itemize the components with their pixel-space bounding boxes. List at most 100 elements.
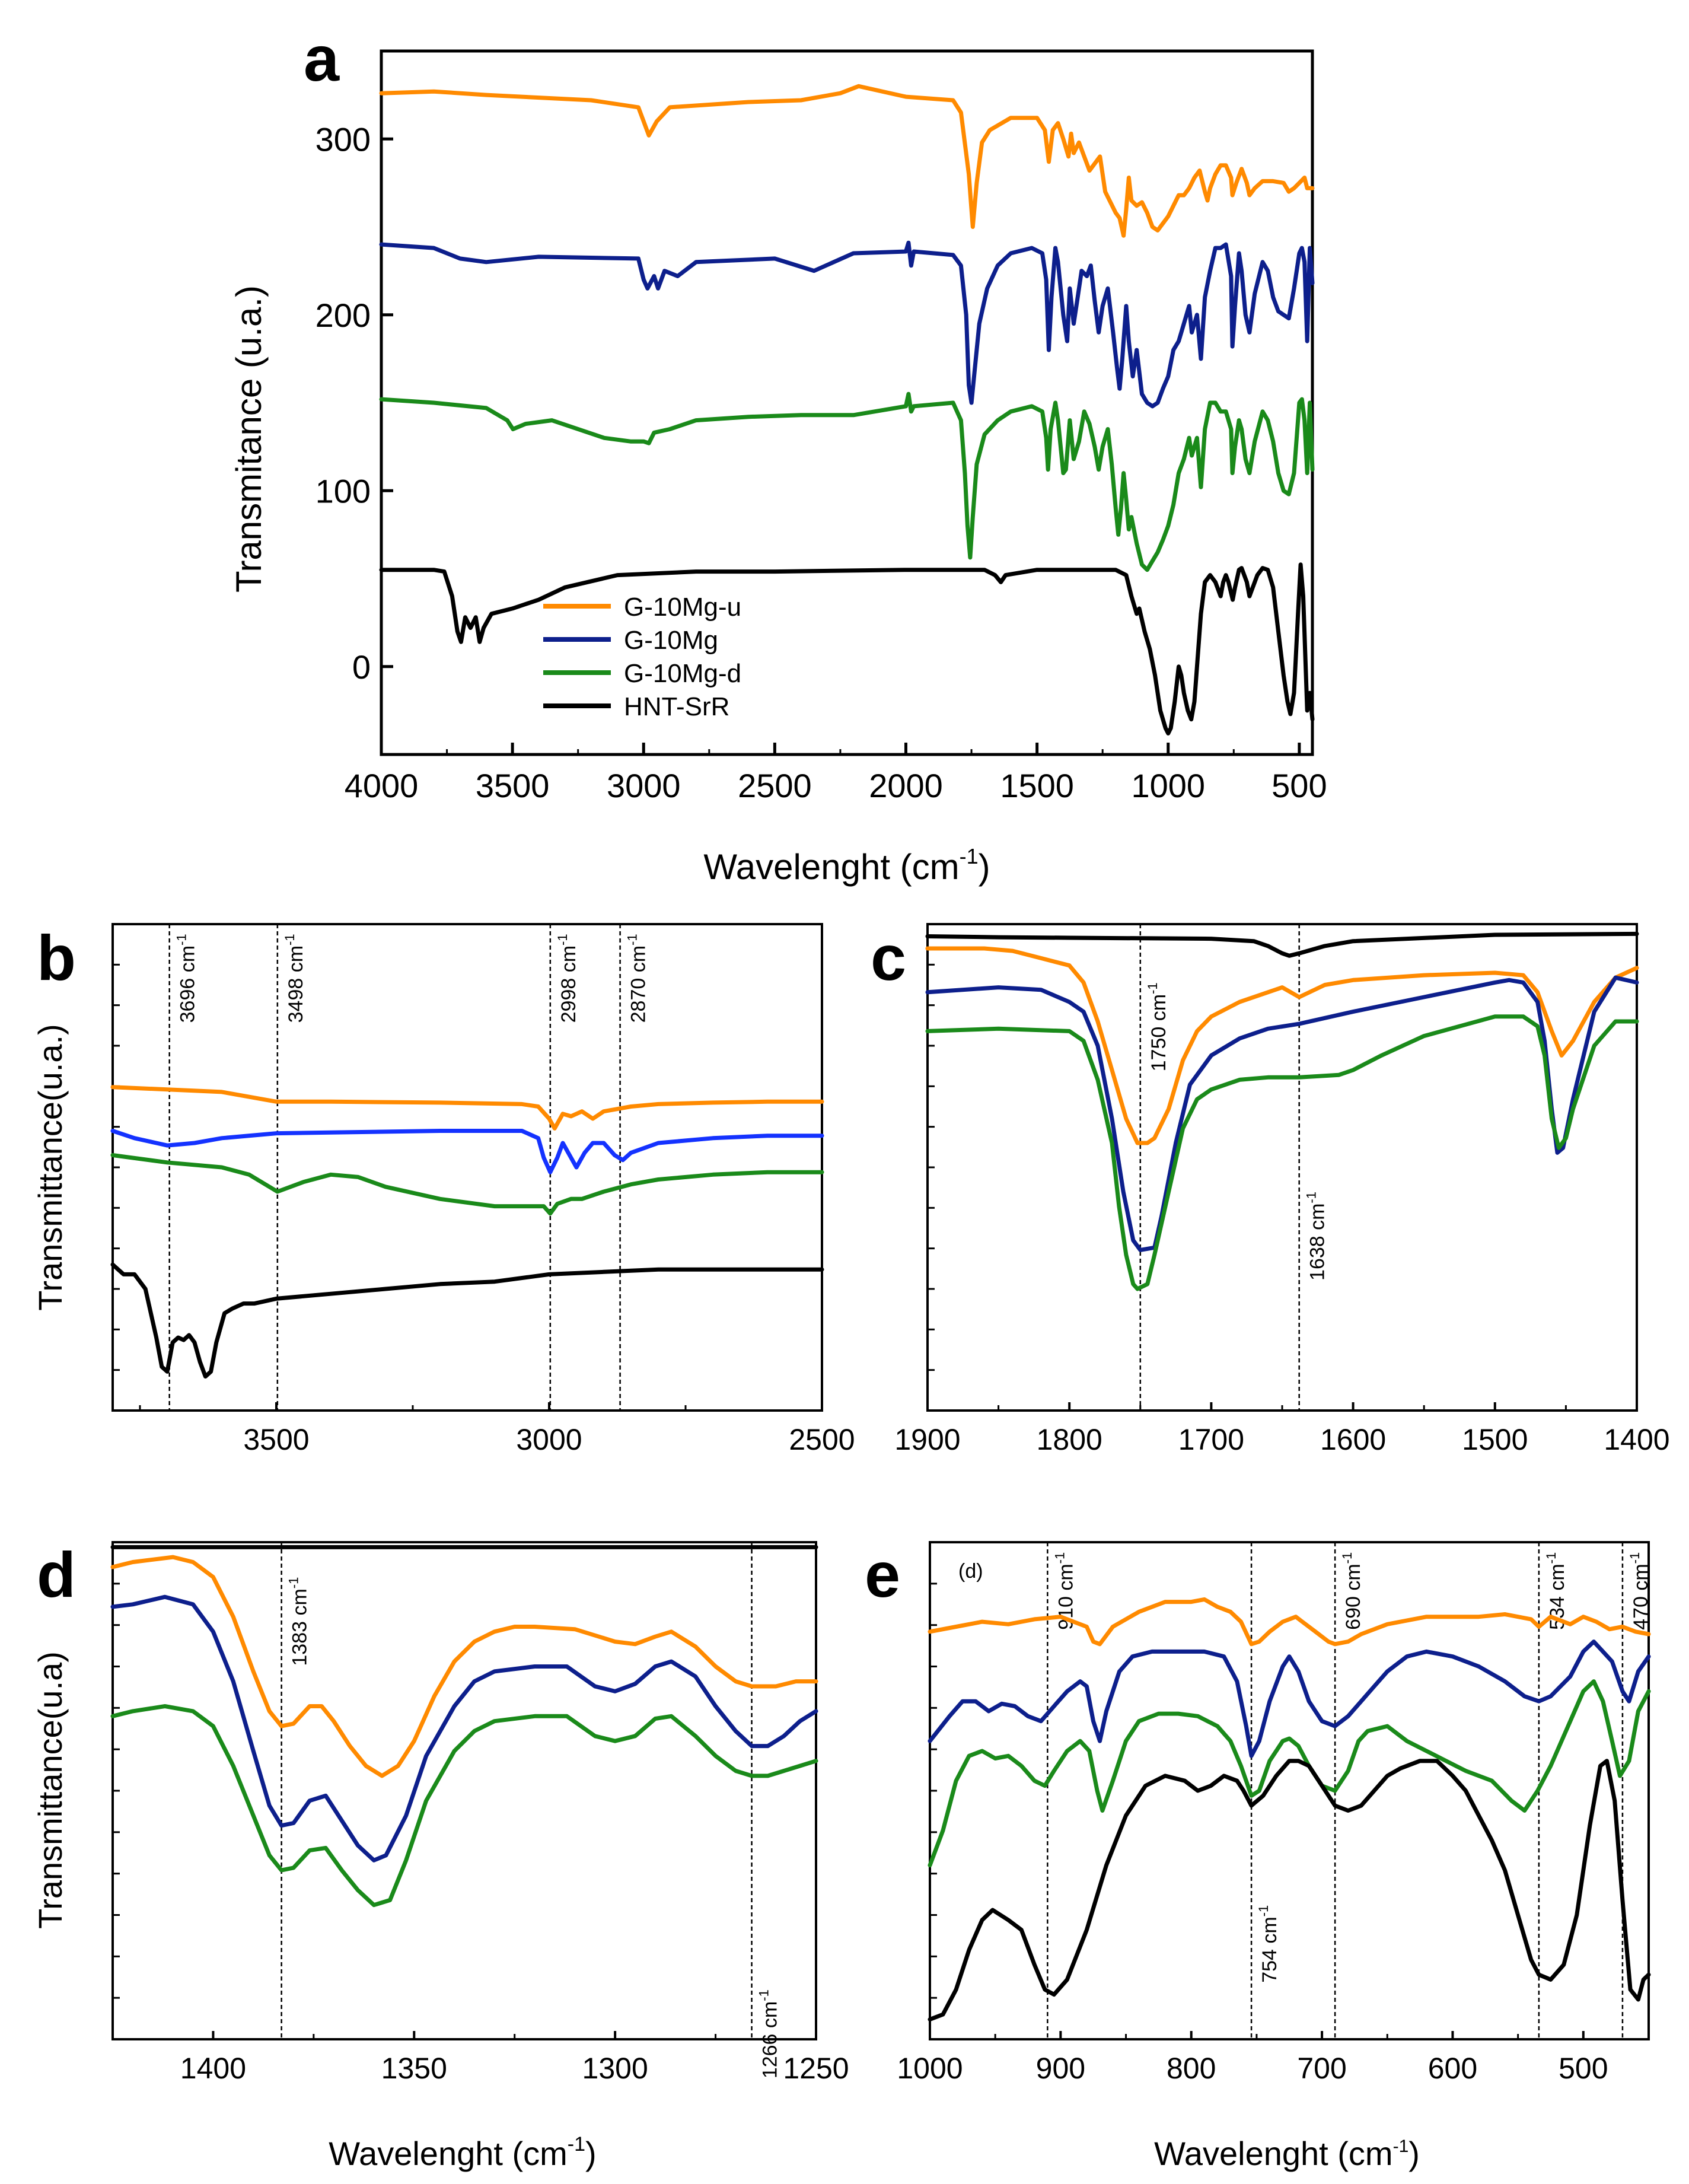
x-tick-label: 1500 <box>1462 1423 1528 1456</box>
x-tick-label: 2000 <box>869 767 943 804</box>
series-line-orange <box>110 1085 824 1131</box>
panel-b-letter: b <box>37 922 76 994</box>
panel-d-reference-lines: 1383 cm-1 1266 cm-1 <box>281 1542 782 2078</box>
x-tick-label: 1300 <box>582 2052 648 2085</box>
reference-line-label: 3498 cm-1 <box>282 934 307 1023</box>
series-line-black <box>925 931 1639 958</box>
panel-e-letter: e <box>865 1539 900 1610</box>
series-line-orange <box>928 1597 1651 1647</box>
x-tick-label: 1000 <box>897 2052 963 2085</box>
panel-d-xlabel: Wavelenght (cm-1) <box>329 2133 596 2172</box>
panel-c-series <box>925 931 1639 1291</box>
reference-line-label: 1266 cm-1 <box>757 1989 782 2078</box>
x-tick-label: 1900 <box>894 1423 960 1456</box>
reference-line-label: 1750 cm-1 <box>1145 982 1170 1071</box>
y-tick-label: 300 <box>316 120 371 158</box>
x-tick-label: 3500 <box>243 1423 309 1456</box>
reference-line-label: 2998 cm-1 <box>555 934 580 1023</box>
series-line-orange <box>925 946 1639 1145</box>
legend-entry: HNT-SrR <box>624 692 729 721</box>
series-line-black <box>379 562 1315 736</box>
series-line-black <box>110 1262 824 1379</box>
x-tick-label: 1000 <box>1131 767 1205 804</box>
reference-line-label: 1383 cm-1 <box>286 1577 311 1666</box>
panel-d-ticks: 1400 1350 1300 1250 <box>111 1583 849 2085</box>
panel-b-ylabel: Transmittance(u.a.) <box>31 1024 69 1310</box>
panel-b-series <box>110 1085 824 1379</box>
x-tick-label: 1400 <box>180 2052 246 2085</box>
panel-c-letter: c <box>871 922 906 994</box>
series-line-green <box>925 1014 1639 1291</box>
x-tick-label: 3000 <box>516 1423 582 1456</box>
series-line-green <box>110 1153 824 1216</box>
x-tick-label: 1600 <box>1320 1423 1386 1456</box>
panel-a-frame <box>380 49 1314 756</box>
reference-line-label: 690 cm-1 <box>1340 1552 1365 1630</box>
y-tick-label: 200 <box>316 297 371 334</box>
panel-e-series <box>928 1597 1651 2021</box>
legend-entry: G-10Mg-d <box>624 659 741 688</box>
x-tick-label: 800 <box>1167 2052 1216 2085</box>
panel-c-frame <box>926 923 1638 1412</box>
x-tick-label: 600 <box>1428 2052 1477 2085</box>
x-tick-label: 500 <box>1559 2052 1608 2085</box>
x-tick-label: 1400 <box>1604 1423 1669 1456</box>
x-tick-label: 3500 <box>476 767 550 804</box>
panel-d-ylabel: Transmittance(u.a) <box>31 1651 69 1929</box>
series-line-blue <box>110 1129 824 1174</box>
x-tick-label: 2500 <box>738 767 812 804</box>
panel-c-ticks: 1900 1800 1700 1600 1500 1400 <box>894 963 1670 1456</box>
x-tick-label: 1500 <box>1000 767 1074 804</box>
x-tick-label: 1250 <box>783 2052 849 2085</box>
panel-d-letter: d <box>37 1539 76 1610</box>
panel-e-xlabel: Wavelenght (cm-1) <box>1154 2135 1420 2172</box>
x-tick-label: 1800 <box>1037 1423 1102 1456</box>
series-line-navy <box>928 1639 1651 1758</box>
panel-a-letter: a <box>304 23 340 94</box>
x-tick-label: 700 <box>1297 2052 1346 2085</box>
reference-line-label: 470 cm-1 <box>1627 1552 1652 1630</box>
panel-b: b Transmittance(u.a.) 3500 3000 2500 3696 … <box>31 922 855 1456</box>
x-tick-label: 4000 <box>345 767 419 804</box>
series-line-navy <box>925 975 1639 1252</box>
legend-entry: G-10Mg <box>624 626 718 655</box>
y-tick-label: 100 <box>316 472 371 510</box>
series-line-navy <box>110 1594 818 1863</box>
panel-d: d Transmittance(u.a) Wavelenght (cm-1) 1… <box>31 1539 849 2172</box>
panel-c: c 1900 1800 1700 1600 1500 1400 1750 cm-1 1638… <box>871 922 1670 1456</box>
reference-line-label: 754 cm-1 <box>1256 1905 1281 1983</box>
x-tick-label: 1700 <box>1178 1423 1244 1456</box>
panel-c-reference-lines: 1750 cm-1 1638 cm-1 <box>1139 924 1329 1411</box>
x-tick-label: 500 <box>1271 767 1327 804</box>
panel-a-series <box>379 84 1315 736</box>
panel-a-ylabel: Transmitance (u.a.) <box>229 285 269 593</box>
panel-a-legend: G-10Mg-u G-10Mg G-10Mg-d HNT-SrR <box>543 593 741 721</box>
panel-a: a Transmitance (u.a.) Wavelenght (cm-1) … <box>229 23 1327 887</box>
x-tick-label: 2500 <box>789 1423 855 1456</box>
series-line-green <box>379 391 1315 572</box>
panel-d-series <box>110 1545 818 1908</box>
panel-e: e (d) Wavelenght (cm-1) 1000 900 800 700 600… <box>865 1539 1652 2172</box>
x-tick-label: 3000 <box>607 767 681 804</box>
series-line-navy <box>379 240 1315 409</box>
series-line-black <box>928 1759 1651 2021</box>
panel-e-frame <box>929 1541 1650 2040</box>
series-line-orange <box>379 84 1315 238</box>
y-tick-label: 0 <box>352 648 371 686</box>
series-line-orange <box>110 1555 818 1778</box>
x-tick-label: 900 <box>1036 2052 1085 2085</box>
panel-a-ticks: 4000 3500 3000 2500 2000 1500 1000 500 0 100 200 30… <box>316 120 1327 804</box>
panel-a-xlabel: Wavelenght (cm-1) <box>703 844 990 887</box>
reference-line-label: 2870 cm-1 <box>625 934 650 1023</box>
series-line-green <box>928 1679 1651 1868</box>
x-tick-label: 1350 <box>381 2052 447 2085</box>
panel-b-ticks: 3500 3000 2500 <box>113 963 855 1456</box>
panel-d-frame <box>111 1541 817 2040</box>
panel-e-ticks: 1000 900 800 700 600 500 <box>897 1583 1650 2085</box>
reference-line-label: 1638 cm-1 <box>1304 1192 1329 1281</box>
series-line-green <box>110 1704 818 1908</box>
panel-e-inner-tag: (d) <box>958 1560 983 1583</box>
legend-entry: G-10Mg-u <box>624 593 741 622</box>
